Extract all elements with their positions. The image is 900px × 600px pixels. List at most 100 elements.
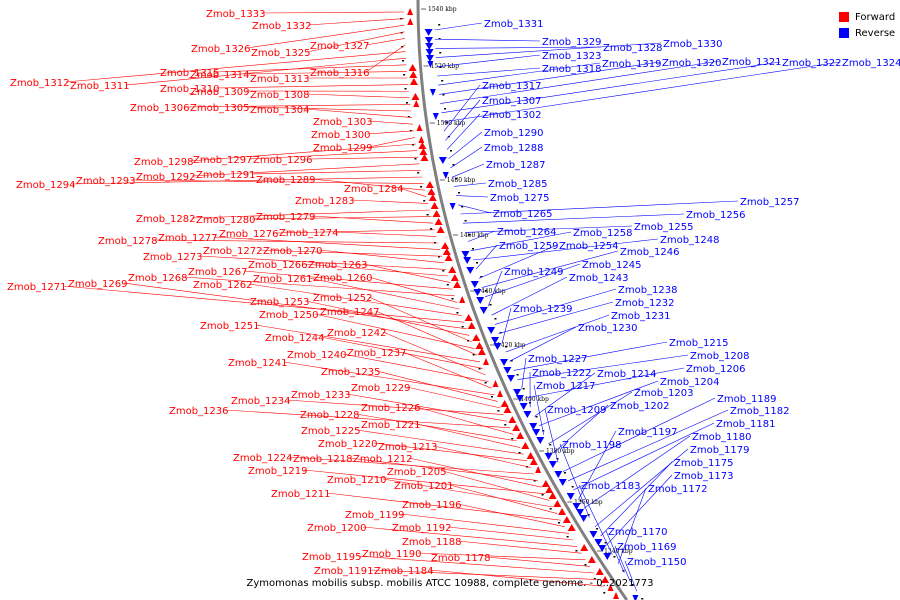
forward-leader-line: [376, 370, 498, 402]
forward-leader-line: [189, 143, 417, 162]
reverse-gene-arrow: [425, 55, 434, 62]
forward-gene-label: Zmob_1270: [263, 246, 323, 257]
reverse-gene-label: Zmob_1204: [660, 377, 720, 388]
reverse-leader-line: [462, 213, 685, 224]
reverse-gene-label: Zmob_1259: [499, 241, 559, 252]
forward-leader-line: [251, 170, 421, 175]
forward-gene-label: Zmob_1191: [314, 566, 374, 577]
forward-gene-label: Zmob_1282: [136, 214, 196, 225]
forward-leader-line: [406, 386, 501, 409]
forward-leader-line: [334, 231, 437, 237]
reverse-leader-line: [617, 487, 647, 564]
forward-gene-arrow: [595, 568, 604, 575]
gene-marker: [575, 550, 578, 552]
gene-marker: [438, 38, 441, 40]
reverse-leader-line: [440, 60, 721, 104]
forward-gene-label: Zmob_1279: [256, 212, 316, 223]
forward-gene-arrow: [450, 274, 459, 281]
forward-leader-line: [348, 457, 539, 481]
forward-gene-arrow: [418, 142, 427, 149]
reverse-leader-line: [439, 61, 661, 95]
forward-gene-arrow: [512, 424, 521, 431]
reverse-gene-label: Zmob_1239: [513, 304, 573, 315]
reverse-gene-label: Zmob_1180: [692, 432, 752, 443]
reverse-leader-line: [600, 461, 673, 537]
reverse-leader-line: [517, 354, 689, 380]
reverse-leader-line: [446, 113, 481, 150]
reverse-leader-line: [498, 301, 614, 334]
gene-marker: [468, 234, 471, 236]
forward-gene-label: Zmob_1242: [327, 328, 387, 339]
reverse-gene-label: Zmob_1245: [582, 260, 642, 271]
gene-marker: [497, 410, 500, 412]
reverse-gene-arrow: [506, 375, 515, 382]
reverse-gene-label: Zmob_1222: [532, 368, 592, 379]
forward-leader-line: [416, 423, 521, 448]
reverse-gene-arrow: [425, 49, 434, 56]
forward-gene-label: Zmob_1266: [248, 260, 308, 271]
gene-marker: [535, 416, 538, 418]
forward-leader-line: [365, 38, 405, 46]
forward-gene-label: Zmob_1184: [374, 566, 434, 577]
reverse-gene-arrow: [566, 493, 575, 500]
reverse-gene-label: Zmob_1182: [730, 406, 790, 417]
forward-leader-line: [125, 57, 406, 86]
forward-gene-label: Zmob_1219: [248, 466, 308, 477]
forward-gene-label: Zmob_1178: [431, 553, 491, 564]
forward-leader-line: [243, 270, 453, 290]
forward-gene-label: Zmob_1283: [295, 196, 355, 207]
forward-leader-line: [191, 209, 430, 219]
gene-marker: [484, 382, 487, 384]
gene-marker: [461, 206, 464, 208]
reverse-gene-label: Zmob_1264: [497, 227, 557, 238]
reverse-gene-label: Zmob_1288: [484, 143, 544, 154]
reverse-leader-line: [525, 367, 685, 399]
reverse-gene-label: Zmob_1329: [542, 37, 602, 48]
gene-marker: [613, 556, 616, 558]
reverse-leader-line: [458, 204, 492, 214]
forward-leader-line: [311, 178, 426, 191]
reverse-gene-label: Zmob_1150: [627, 557, 687, 568]
reverse-gene-label: Zmob_1172: [648, 484, 708, 495]
reverse-leader-line: [578, 484, 613, 555]
reverse-gene-label: Zmob_1331: [484, 19, 544, 30]
gene-marker: [455, 178, 458, 180]
forward-gene-label: Zmob_1316: [310, 68, 370, 79]
forward-leader-line: [457, 540, 582, 554]
forward-gene-label: Zmob_1303: [313, 117, 373, 128]
gene-marker: [510, 360, 513, 362]
gene-marker: [480, 276, 483, 278]
gene-marker: [556, 458, 559, 460]
forward-gene-label: Zmob_1314: [190, 70, 250, 81]
forward-gene-label: Zmob_1294: [16, 180, 76, 191]
forward-leader-line: [357, 555, 595, 574]
gene-marker: [518, 452, 521, 454]
reverse-leader-line: [456, 195, 489, 198]
forward-gene-label: Zmob_1327: [310, 41, 370, 52]
scale-tick-label: 1480 kbp: [447, 177, 476, 184]
reverse-gene-arrow: [429, 89, 436, 96]
forward-gene-label: Zmob_1289: [256, 175, 316, 186]
reverse-gene-label: Zmob_1328: [603, 43, 663, 54]
reverse-gene-label: Zmob_1249: [504, 267, 564, 278]
reverse-gene-arrow: [572, 503, 581, 510]
forward-gene-label: Zmob_1262: [193, 280, 253, 291]
forward-gene-label: Zmob_1332: [252, 21, 312, 32]
gene-marker: [442, 94, 445, 96]
reverse-gene-arrow: [424, 37, 433, 44]
forward-leader-line: [308, 277, 460, 310]
reverse-gene-label: Zmob_1275: [490, 193, 550, 204]
gene-marker: [593, 578, 596, 580]
reverse-gene-label: Zmob_1319: [602, 59, 662, 70]
forward-gene-label: Zmob_1291: [196, 170, 256, 181]
reverse-leader-line: [442, 61, 841, 123]
forward-gene-arrow: [407, 8, 414, 15]
reverse-leader-line: [513, 341, 668, 371]
reverse-gene-label: Zmob_1248: [660, 235, 720, 246]
reverse-gene-arrow: [536, 437, 545, 444]
scale-tick-label: 1380 kbp: [546, 448, 575, 455]
genome-caption: Zymomonas mobilis subsp. mobilis ATCC 10…: [246, 578, 654, 589]
gene-marker: [452, 164, 455, 166]
reverse-gene-arrow: [466, 267, 475, 274]
